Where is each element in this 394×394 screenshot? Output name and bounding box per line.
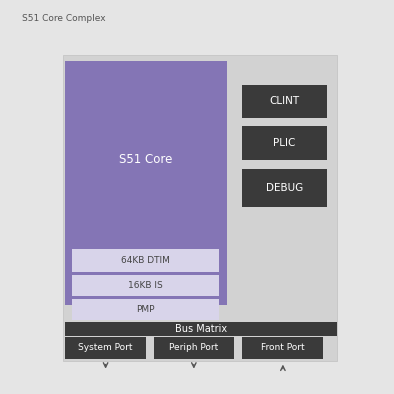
Text: 64KB DTIM: 64KB DTIM [121, 256, 170, 265]
Text: S51 Core Complex: S51 Core Complex [22, 14, 105, 23]
Text: PLIC: PLIC [273, 138, 296, 148]
Text: Periph Port: Periph Port [169, 344, 219, 352]
FancyBboxPatch shape [72, 299, 219, 320]
FancyBboxPatch shape [72, 275, 219, 296]
FancyBboxPatch shape [242, 337, 323, 359]
Text: PMP: PMP [136, 305, 155, 314]
Text: DEBUG: DEBUG [266, 183, 303, 193]
FancyBboxPatch shape [65, 337, 146, 359]
FancyBboxPatch shape [242, 85, 327, 118]
Text: Bus Matrix: Bus Matrix [175, 323, 227, 334]
FancyBboxPatch shape [72, 249, 219, 272]
FancyBboxPatch shape [65, 322, 337, 336]
FancyBboxPatch shape [63, 55, 337, 361]
Text: CLINT: CLINT [269, 97, 300, 106]
Text: S51 Core: S51 Core [119, 153, 173, 166]
FancyBboxPatch shape [242, 126, 327, 160]
Text: System Port: System Port [78, 344, 133, 352]
FancyBboxPatch shape [65, 61, 227, 305]
FancyBboxPatch shape [154, 337, 234, 359]
Text: 16KB IS: 16KB IS [128, 281, 163, 290]
Text: Front Port: Front Port [261, 344, 305, 352]
FancyBboxPatch shape [242, 169, 327, 207]
